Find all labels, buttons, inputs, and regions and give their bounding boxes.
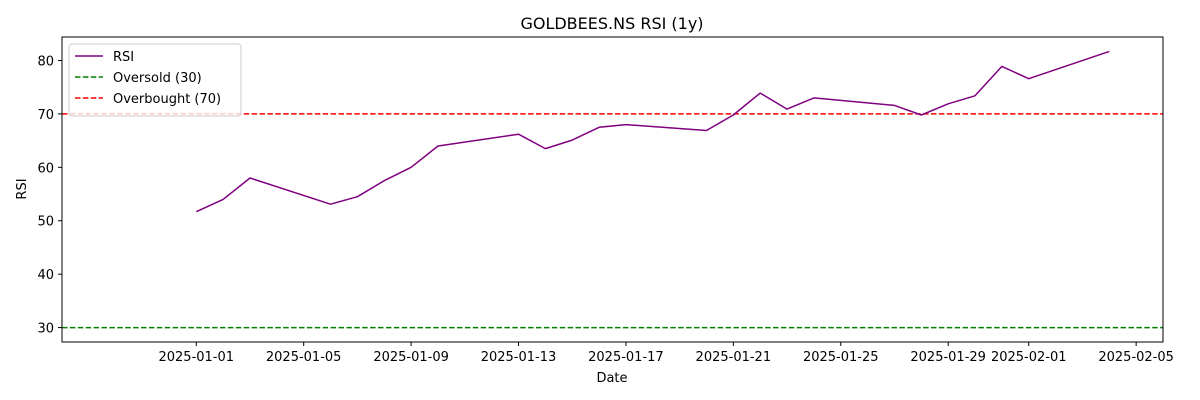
legend-label-2: Overbought (70): [113, 92, 221, 107]
y-tick-label-4: 70: [37, 108, 54, 123]
x-tick-label-1: 2025-01-05: [266, 350, 342, 365]
x-tick-label-7: 2025-01-29: [910, 350, 986, 365]
chart-title: GOLDBEES.NS RSI (1y): [520, 14, 703, 33]
y-axis-label: RSI: [15, 178, 30, 199]
legend-label-0: RSI: [113, 50, 134, 65]
legend: RSI Oversold (30) Overbought (70): [68, 43, 242, 117]
x-tick-label-3: 2025-01-13: [481, 350, 557, 365]
x-tick-label-6: 2025-01-25: [803, 350, 879, 365]
x-axis-label: Date: [596, 371, 627, 386]
x-tick-label-9: 2025-02-05: [1098, 350, 1174, 365]
plot-area: [62, 50, 1163, 329]
y-tick-label-1: 40: [37, 268, 54, 283]
legend-label-1: Oversold (30): [113, 71, 202, 86]
axis-ticks: 2025-01-01 2025-01-05 2025-01-09 2025-01-13…: [37, 55, 1173, 365]
x-tick-label-2: 2025-01-09: [373, 350, 449, 365]
x-tick-label-0: 2025-01-01: [158, 350, 234, 365]
y-tick-label-5: 80: [37, 55, 54, 70]
legend-box: [68, 43, 242, 117]
plot-frame: [61, 36, 1164, 343]
y-tick-label-3: 60: [37, 161, 54, 176]
series-0-line: [195, 50, 1110, 213]
x-tick-label-4: 2025-01-17: [588, 350, 664, 365]
x-tick-label-5: 2025-01-21: [696, 350, 772, 365]
y-tick-label-2: 50: [37, 215, 54, 230]
x-tick-label-8: 2025-02-01: [991, 350, 1067, 365]
y-tick-label-0: 30: [37, 322, 54, 337]
